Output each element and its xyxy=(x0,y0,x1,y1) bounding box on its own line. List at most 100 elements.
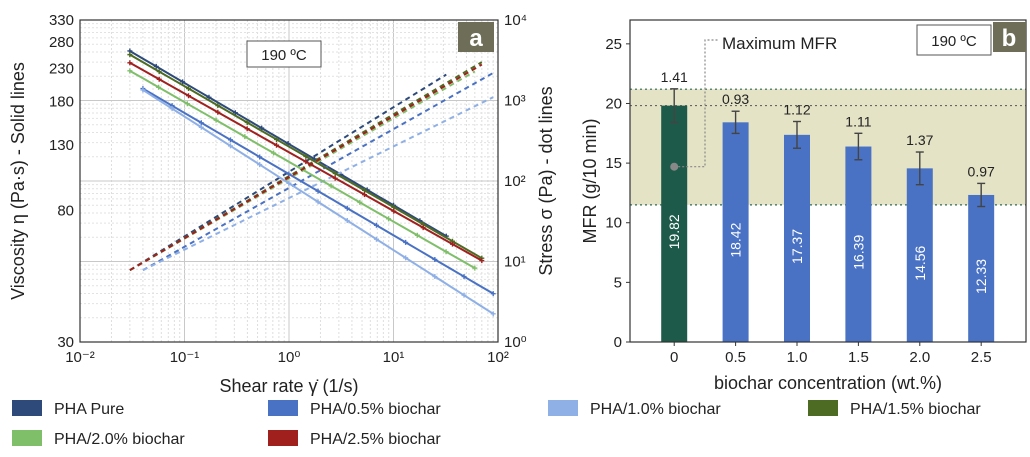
bar xyxy=(783,134,810,342)
annotation-leader-line xyxy=(678,39,718,168)
panel-a-x-tick-label: 10⁻¹ xyxy=(170,349,200,366)
stress-line xyxy=(129,63,483,272)
panel-a-y-left-tick-label: 280 xyxy=(49,34,74,51)
panel-a-badge: a xyxy=(458,22,494,52)
viscosity-point xyxy=(461,274,467,280)
bar xyxy=(845,146,872,342)
legend-item: PHA Pure xyxy=(12,400,124,418)
max-mfr-marker xyxy=(670,162,679,171)
viscosity-point xyxy=(140,87,146,93)
viscosity-point xyxy=(403,255,409,261)
legend-item: PHA/1.5% biochar xyxy=(808,400,981,418)
viscosity-point xyxy=(286,180,292,186)
viscosity-point xyxy=(432,256,438,262)
legend-label: PHA/0.5% biochar xyxy=(310,401,441,418)
panel-a-grid xyxy=(79,20,498,343)
stress-line xyxy=(129,73,447,272)
viscosity-point xyxy=(344,205,350,211)
viscosity-point xyxy=(490,291,496,297)
viscosity-point xyxy=(198,120,204,126)
panel-a-y-left-tick-label: 230 xyxy=(49,60,74,77)
panel-b-temperature-box: 190 ºC xyxy=(916,24,992,56)
viscosity-point xyxy=(244,126,250,132)
viscosity-point xyxy=(432,274,438,280)
viscosity-point xyxy=(257,162,263,168)
panel-b-y-axis-label: MFR (g/10 min) xyxy=(580,118,600,243)
viscosity-point xyxy=(206,94,212,100)
panel-a-rheology-chart: 10⁻² 10⁻¹ 10⁰ 10¹ 10² 330 280 230 180 130 80 30 10⁴ 1… xyxy=(8,12,556,396)
panel-a-y-left-tick-label: 130 xyxy=(49,137,74,154)
stress-line xyxy=(142,96,494,272)
viscosity-point xyxy=(257,154,263,160)
bar-value-label: 18.42 xyxy=(728,222,744,257)
viscosity-point xyxy=(403,239,409,245)
viscosity-point xyxy=(373,222,379,228)
panel-b-badge-letter: b xyxy=(1002,25,1017,52)
stress-line xyxy=(142,72,494,272)
series-pha-2-5-biochar xyxy=(127,60,485,272)
panel-a-y-right-tick-label: 10¹ xyxy=(504,254,526,271)
panel-a-tick-labels: 10⁻² 10⁻¹ 10⁰ 10¹ 10² 330 280 230 180 130 80 30 10⁴ 1… xyxy=(49,12,527,366)
series-pha-1-0-biochar xyxy=(140,87,496,317)
viscosity-point xyxy=(303,159,309,165)
viscosity-point xyxy=(332,175,338,181)
legend-label: PHA Pure xyxy=(54,401,124,418)
panel-b-x-tick-label: 1.0 xyxy=(787,349,808,366)
panel-a-y-right-tick-label: 10³ xyxy=(504,93,526,110)
bar-group: 1.11 16.39 xyxy=(845,113,872,342)
panel-a-badge-letter: a xyxy=(469,25,483,52)
error-label: 1.12 xyxy=(783,101,810,117)
viscosity-point xyxy=(274,136,280,142)
panel-b-y-tick-label: 5 xyxy=(614,274,622,291)
panel-a-x-tick-label: 10² xyxy=(487,349,509,366)
viscosity-point xyxy=(127,52,133,58)
panel-a-y-left-tick-label: 30 xyxy=(57,334,74,351)
error-label: 0.93 xyxy=(722,91,749,107)
viscosity-point xyxy=(156,69,162,75)
viscosity-point xyxy=(490,311,496,317)
panel-a-series-lines xyxy=(127,48,496,317)
viscosity-point xyxy=(274,142,280,148)
viscosity-point xyxy=(244,119,250,125)
viscosity-point xyxy=(186,93,192,99)
viscosity-point xyxy=(186,86,192,92)
viscosity-point xyxy=(232,110,238,116)
viscosity-point xyxy=(386,216,392,222)
legend-item: PHA/2.5% biochar xyxy=(268,430,441,448)
viscosity-point xyxy=(271,150,277,156)
viscosity-point xyxy=(472,265,478,271)
viscosity-point xyxy=(361,192,367,198)
viscosity-point xyxy=(215,103,221,109)
panel-b-x-tick-label: 1.5 xyxy=(848,349,869,366)
viscosity-point xyxy=(328,183,334,189)
viscosity-point xyxy=(227,143,233,149)
bar-value-label: 17.37 xyxy=(789,229,805,264)
panel-a-temperature-box: 190 ºC xyxy=(246,40,322,68)
viscosity-point xyxy=(373,236,379,242)
panel-b-x-tick-label: 0 xyxy=(670,349,678,366)
legend-label: PHA/2.5% biochar xyxy=(310,431,441,448)
legend-swatch xyxy=(548,400,578,416)
viscosity-point xyxy=(357,199,363,205)
panel-b-y-tick-label: 10 xyxy=(605,215,622,232)
viscosity-point xyxy=(461,292,467,298)
panel-a-x-tick-label: 10⁰ xyxy=(278,349,301,366)
viscosity-point xyxy=(443,249,449,255)
error-label: 1.37 xyxy=(906,132,933,148)
series-pha-1-5-biochar xyxy=(127,52,485,272)
panel-b-x-tick-label: 2.0 xyxy=(909,349,930,366)
legend-swatch xyxy=(12,400,42,416)
legend-swatch xyxy=(808,400,838,416)
error-label: 1.41 xyxy=(661,69,688,85)
viscosity-point xyxy=(127,68,133,74)
legend-item: PHA/2.0% biochar xyxy=(12,430,185,448)
panel-b-tick-labels: 0 5 10 15 20 25 0 0.5 1.0 1.5 2.0 2.5 xyxy=(605,36,991,366)
panel-b-mfr-chart: 1.41 19.82 0.93 18.42 1.12 17.37 1.11 16.39 1.37… xyxy=(580,19,1027,393)
viscosity-point xyxy=(332,170,338,176)
panel-a-temperature-label: 190 ºC xyxy=(261,47,307,64)
bar-group: 1.37 14.56 xyxy=(906,132,934,342)
panel-b-badge: b xyxy=(993,22,1026,52)
viscosity-point xyxy=(420,225,426,231)
error-label: 1.11 xyxy=(845,113,871,129)
